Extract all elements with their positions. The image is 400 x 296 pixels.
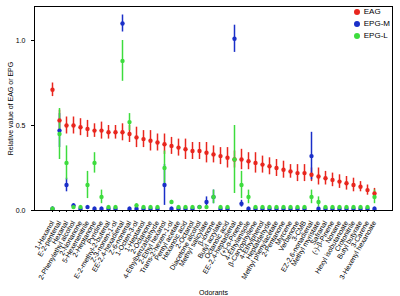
svg-text:Methyl salicylate: Methyl salicylate <box>177 219 210 268</box>
svg-text:3-Hexenyl hexanoate: 3-Hexenyl hexanoate <box>338 220 378 281</box>
svg-text:2-Nonanone: 2-Nonanone <box>58 219 84 257</box>
svg-text:EZ-2,6-nonadienal: EZ-2,6-nonadienal <box>279 219 315 273</box>
svg-text:Crotonitrile: Crotonitrile <box>333 219 357 253</box>
svg-text:EE-2,4-hexadienal: EE-2,4-hexadienal <box>90 219 126 273</box>
svg-text:Trans-2-hexen-1-ol: Trans-2-hexen-1-ol <box>138 219 175 275</box>
html-text:EPG-L: EPG-L <box>363 31 388 40</box>
svg-text:Odorants: Odorants <box>199 289 228 296</box>
svg-text:Nonane: Nonane <box>324 219 343 245</box>
svg-text:1-Octen-3-ol: 1-Octen-3-ol <box>113 219 140 257</box>
html-text:EAG: EAG <box>363 7 381 16</box>
svg-text:Z-3-nonen-1-ol: Z-3-nonen-1-ol <box>89 219 119 264</box>
svg-text:EE-2,4-heptadienal: EE-2,4-heptadienal <box>201 219 238 275</box>
svg-text:E-2-methyl-2-butenal: E-2-methyl-2-butenal <box>72 219 112 280</box>
svg-text:2-Pentanone: 2-Pentanone <box>260 219 287 258</box>
svg-text:5-Hexenenitrile: 5-Hexenenitrile <box>60 219 91 264</box>
svg-text:Methyl phenylacetate: Methyl phenylacetate <box>240 219 280 281</box>
svg-text:1.0: 1.0 <box>16 37 26 44</box>
svg-text:Methyl myristate: Methyl myristate <box>289 219 322 268</box>
svg-text:Verbenone: Verbenone <box>277 219 301 253</box>
svg-text:Hexanoic acid: Hexanoic acid <box>160 219 189 262</box>
svg-text:Diacetone alcohol: Diacetone alcohol <box>168 219 203 272</box>
svg-text:Heptaldehyde: Heptaldehyde <box>244 219 273 261</box>
svg-text:2-Octanol: 2-Octanol <box>174 219 196 250</box>
svg-text:Safranal: Safranal <box>309 219 329 246</box>
svg-text:Octanoic acid: Octanoic acid <box>203 219 231 260</box>
svg-text:E-2-pentenal: E-2-pentenal <box>36 219 63 258</box>
svg-text:1-Hexanol: 1-Hexanol <box>33 219 56 251</box>
svg-text:0.5: 0.5 <box>16 122 26 129</box>
html-text:EPG-M: EPG-M <box>363 19 390 28</box>
svg-text:(-)-β-Pinene: (-)-β-Pinene <box>310 219 336 256</box>
svg-text:Relative value of EAG or EPG: Relative value of EAG or EPG <box>7 62 14 155</box>
svg-text:4-Ethylbenzaldehyde: 4-Ethylbenzaldehyde <box>121 219 161 280</box>
svg-text:Z-6-nonenal: Z-6-nonenal <box>107 219 133 256</box>
svg-text:3-CMB: 3-CMB <box>290 219 308 242</box>
svg-text:0.0: 0.0 <box>16 207 26 214</box>
svg-text:Myrcene: Myrcene <box>273 219 294 247</box>
svg-text:Hexanal: Hexanal <box>50 219 70 246</box>
svg-text:2-Octanone: 2-Octanone <box>128 219 154 255</box>
svg-text:Hexyl isobutanoate: Hexyl isobutanoate <box>313 219 350 275</box>
svg-text:2-Phenylethyl alcohol: 2-Phenylethyl alcohol <box>37 219 77 281</box>
svg-text:2-Heptanone: 2-Heptanone <box>71 219 98 259</box>
svg-text:3-Carene: 3-Carene <box>349 219 371 249</box>
svg-text:Butyl butyrate: Butyl butyrate <box>335 219 364 261</box>
